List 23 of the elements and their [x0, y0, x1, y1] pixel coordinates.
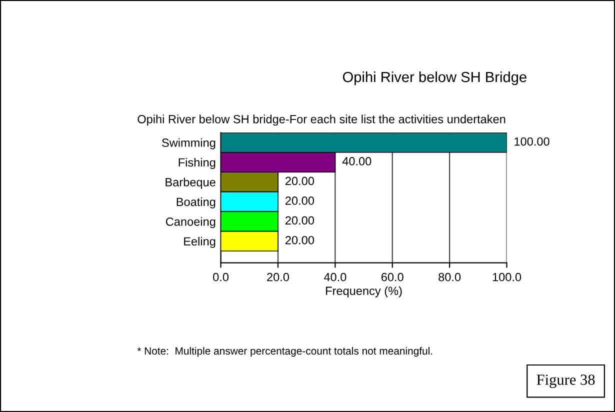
data-label: 20.00 [286, 196, 314, 205]
y-tick-label: Boating [176, 197, 216, 208]
data-label: 20.00 [286, 176, 314, 186]
chart-subtitle: Opihi River below SH bridge-For each site list the activities undertaken [138, 114, 506, 126]
data-label: 100.00 [514, 137, 550, 146]
x-tick-label: 20.0 [267, 272, 290, 282]
x-tick-label: 60.0 [381, 272, 404, 282]
data-label: 20.00 [286, 216, 314, 225]
x-tick-label: 80.0 [438, 272, 461, 282]
text: * Note: Multiple answer percentage-count totals not meaningful. [137, 346, 432, 357]
y-tick-label: Canoeing [166, 217, 216, 228]
x-tick-label: 0.0 [213, 272, 229, 282]
x-tick-label: 40.0 [324, 272, 346, 282]
y-tick-label: Eeling [184, 236, 216, 248]
data-label: 40.00 [342, 157, 372, 166]
chart-title: Opihi River below SH Bridge [342, 71, 526, 86]
y-tick-label: Fishing [178, 158, 216, 169]
x-axis-title: Frequency (%) [326, 286, 402, 298]
x-tick-label: 100.0 [492, 272, 522, 282]
caption: Figure 38 [536, 374, 595, 388]
y-tick-label: Swimming [162, 138, 216, 150]
data-label: 20.00 [286, 236, 314, 244]
y-tick-label: Barbeque [166, 178, 216, 189]
